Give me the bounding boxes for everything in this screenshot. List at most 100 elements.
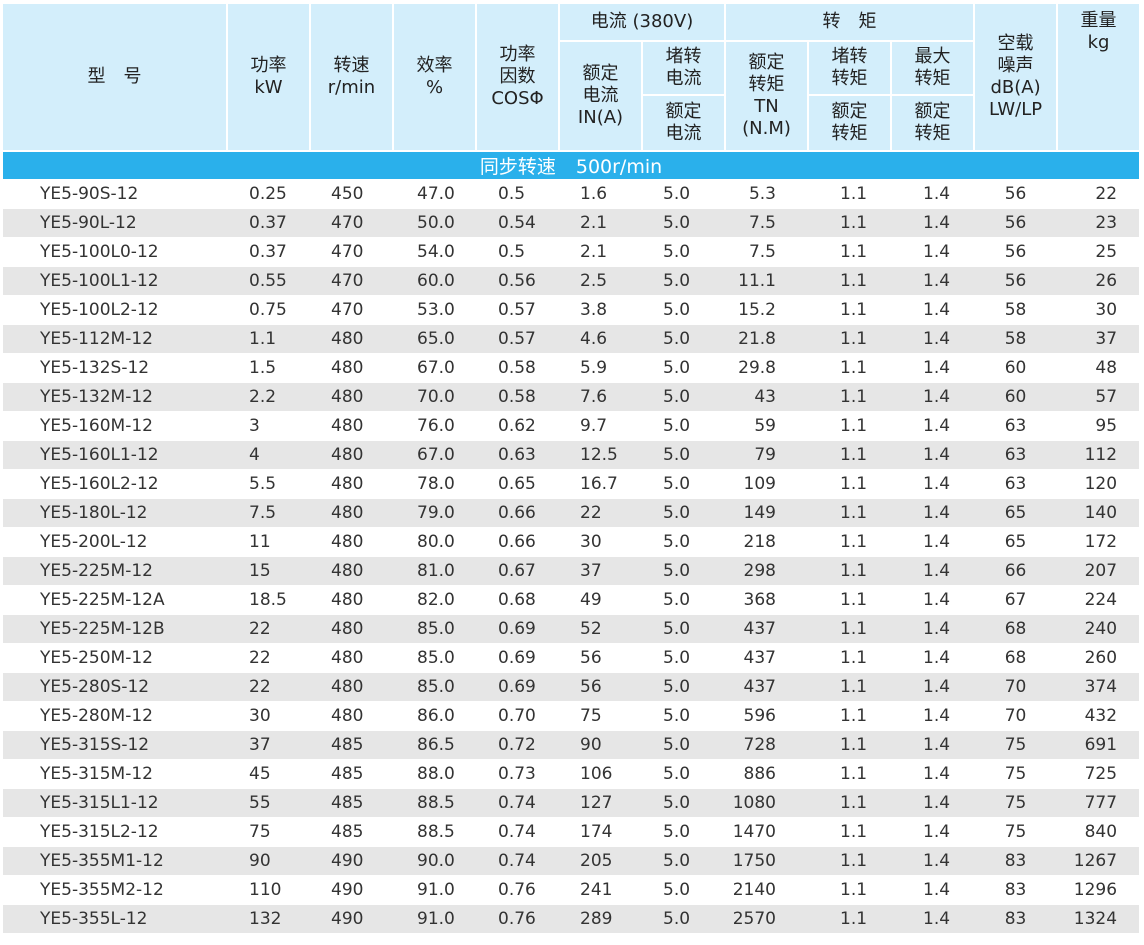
cell-power: 0.37 xyxy=(227,237,310,267)
cell-power: 90 xyxy=(227,846,310,876)
cell-efficiency: 81.0 xyxy=(393,556,476,586)
table-row: YE5-132S-12 1.5 480 67.0 0.58 5.9 5.0 29.8 1.1 1.… xyxy=(3,353,1140,383)
cell-speed: 480 xyxy=(310,469,393,499)
cell-rated-torque: 368 xyxy=(725,585,808,615)
cell-power-factor: 0.54 xyxy=(476,208,559,238)
cell-power-factor: 0.63 xyxy=(476,440,559,470)
cell-power: 1.5 xyxy=(227,353,310,383)
cell-model: YE5-132M-12 xyxy=(3,382,227,412)
cell-noise: 56 xyxy=(974,237,1058,267)
cell-rated-current: 2.1 xyxy=(559,237,642,267)
sync-speed-value: 500r/min xyxy=(575,156,663,178)
cell-noise: 68 xyxy=(974,614,1058,644)
cell-efficiency: 86.0 xyxy=(393,701,476,731)
cell-weight: 691 xyxy=(1057,730,1140,760)
cell-efficiency: 79.0 xyxy=(393,498,476,528)
cell-efficiency: 65.0 xyxy=(393,324,476,354)
table-row: YE5-280M-12 30 480 86.0 0.70 75 5.0 596 1.1 1.4 70… xyxy=(3,701,1140,731)
cell-power-factor: 0.58 xyxy=(476,353,559,383)
cell-noise: 67 xyxy=(974,585,1058,615)
cell-max-torque-ratio: 1.4 xyxy=(891,701,975,731)
cell-locked-torque-ratio: 1.1 xyxy=(808,759,891,789)
cell-locked-current-ratio: 5.0 xyxy=(642,614,725,644)
cell-max-torque-ratio: 1.4 xyxy=(891,759,975,789)
cell-max-torque-ratio: 1.4 xyxy=(891,353,975,383)
cell-locked-current-ratio: 5.0 xyxy=(642,208,725,238)
cell-efficiency: 88.5 xyxy=(393,817,476,847)
cell-weight: 26 xyxy=(1057,266,1140,296)
cell-efficiency: 60.0 xyxy=(393,266,476,296)
cell-locked-current-ratio: 5.0 xyxy=(642,527,725,557)
cell-efficiency: 50.0 xyxy=(393,208,476,238)
cell-locked-current-ratio: 5.0 xyxy=(642,411,725,441)
cell-efficiency: 85.0 xyxy=(393,643,476,673)
table-row: YE5-355L-12 132 490 91.0 0.76 289 5.0 2570 1.1 1.… xyxy=(3,904,1140,934)
cell-speed: 485 xyxy=(310,730,393,760)
cell-efficiency: 88.5 xyxy=(393,788,476,818)
header-power: 功率 kW xyxy=(227,4,311,152)
cell-noise: 75 xyxy=(974,788,1058,818)
cell-model: YE5-160M-12 xyxy=(3,411,227,441)
cell-max-torque-ratio: 1.4 xyxy=(891,179,975,209)
cell-speed: 480 xyxy=(310,353,393,383)
cell-rated-torque: 109 xyxy=(725,469,808,499)
cell-locked-current-ratio: 5.0 xyxy=(642,904,725,934)
cell-max-torque-ratio: 1.4 xyxy=(891,788,975,818)
cell-model: YE5-315S-12 xyxy=(3,730,227,760)
cell-power-factor: 0.58 xyxy=(476,382,559,412)
cell-weight: 224 xyxy=(1057,585,1140,615)
cell-rated-current: 52 xyxy=(559,614,642,644)
cell-weight: 95 xyxy=(1057,411,1140,441)
cell-locked-torque-ratio: 1.1 xyxy=(808,875,891,905)
cell-power: 37 xyxy=(227,730,310,760)
cell-rated-torque: 437 xyxy=(725,643,808,673)
cell-efficiency: 85.0 xyxy=(393,672,476,702)
cell-locked-current-ratio: 5.0 xyxy=(642,585,725,615)
cell-noise: 83 xyxy=(974,875,1058,905)
cell-power-factor: 0.72 xyxy=(476,730,559,760)
header-rated-torque: 额定 转矩 TN (N.M) xyxy=(725,41,809,152)
cell-rated-current: 5.9 xyxy=(559,353,642,383)
cell-model: YE5-112M-12 xyxy=(3,324,227,354)
cell-speed: 480 xyxy=(310,382,393,412)
cell-noise: 70 xyxy=(974,701,1058,731)
cell-efficiency: 67.0 xyxy=(393,353,476,383)
header-max-torque-bottom: 额定 转矩 xyxy=(891,95,976,152)
cell-power: 45 xyxy=(227,759,310,789)
sync-speed-cell: 同步转速 500r/min xyxy=(3,151,1140,180)
cell-power-factor: 0.73 xyxy=(476,759,559,789)
header-rated-current: 额定 电流 IN(A) xyxy=(559,41,643,152)
cell-efficiency: 86.5 xyxy=(393,730,476,760)
cell-power-factor: 0.62 xyxy=(476,411,559,441)
cell-model: YE5-315L1-12 xyxy=(3,788,227,818)
cell-locked-torque-ratio: 1.1 xyxy=(808,179,891,209)
cell-efficiency: 76.0 xyxy=(393,411,476,441)
cell-max-torque-ratio: 1.4 xyxy=(891,382,975,412)
table-row: YE5-315L2-12 75 485 88.5 0.74 174 5.0 1470 1.1 1.… xyxy=(3,817,1140,847)
cell-speed: 485 xyxy=(310,759,393,789)
cell-rated-torque: 5.3 xyxy=(725,179,808,209)
cell-locked-torque-ratio: 1.1 xyxy=(808,266,891,296)
cell-speed: 490 xyxy=(310,904,393,934)
cell-rated-torque: 886 xyxy=(725,759,808,789)
header-power-factor: 功率 因数 COSΦ xyxy=(476,4,560,152)
cell-speed: 480 xyxy=(310,672,393,702)
cell-speed: 480 xyxy=(310,643,393,673)
cell-model: YE5-160L1-12 xyxy=(3,440,227,470)
cell-rated-torque: 437 xyxy=(725,614,808,644)
cell-power-factor: 0.76 xyxy=(476,875,559,905)
cell-power: 1.1 xyxy=(227,324,310,354)
cell-efficiency: 67.0 xyxy=(393,440,476,470)
table-row: YE5-200L-12 11 480 80.0 0.66 30 5.0 218 1.1 1.4 65… xyxy=(3,527,1140,557)
cell-efficiency: 54.0 xyxy=(393,237,476,267)
cell-weight: 374 xyxy=(1057,672,1140,702)
cell-power-factor: 0.68 xyxy=(476,585,559,615)
table-body: 同步转速 500r/min YE5-90S-12 0.25 450 47.0 0.5 1.6… xyxy=(3,151,1140,934)
cell-locked-current-ratio: 5.0 xyxy=(642,759,725,789)
cell-locked-torque-ratio: 1.1 xyxy=(808,469,891,499)
cell-model: YE5-90L-12 xyxy=(3,208,227,238)
table-row: YE5-160L1-12 4 480 67.0 0.63 12.5 5.0 79 1.1 1.4 6… xyxy=(3,440,1140,470)
cell-model: YE5-100L2-12 xyxy=(3,295,227,325)
cell-weight: 840 xyxy=(1057,817,1140,847)
cell-model: YE5-225M-12A xyxy=(3,585,227,615)
